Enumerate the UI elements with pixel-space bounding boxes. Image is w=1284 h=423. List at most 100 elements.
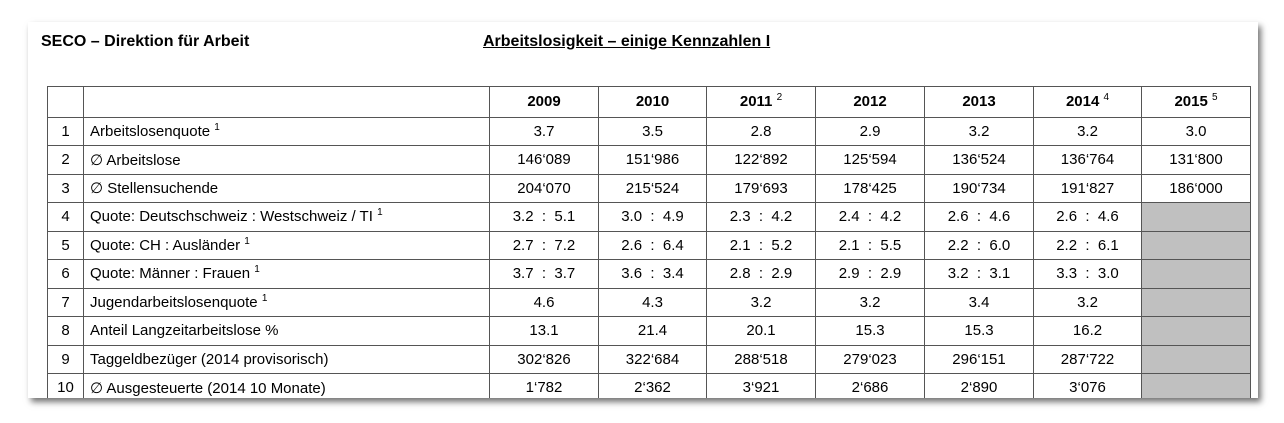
value-cell: 3.0	[1141, 116, 1251, 146]
text: 15.3	[855, 322, 885, 340]
text: 136‘524	[952, 151, 1006, 169]
empty-cell	[1141, 259, 1251, 289]
value-cell: 2.6 : 6.4	[598, 230, 707, 260]
value-cell: 15.3	[924, 316, 1034, 346]
value-cell: 21.4	[598, 316, 707, 346]
row: 6 Quote: Männer : Frauen 1 3.7 : 3.7 3.6 : …	[47, 259, 1251, 289]
text: 2.7 : 7.2	[512, 236, 576, 254]
row-number: 6	[47, 259, 84, 289]
text: 204‘070	[517, 179, 571, 197]
table: 2009 2010 2011 2 2012 2013 2014 4 2015 5 1 Arbei…	[47, 86, 1251, 398]
value-cell: 186‘000	[1141, 173, 1251, 203]
text: 3.3 : 3.0	[1056, 265, 1119, 283]
text: 302‘826	[517, 350, 571, 368]
row-number: 2	[47, 145, 84, 175]
empty-cell	[1141, 316, 1251, 346]
text: 179‘693	[734, 179, 788, 197]
text: 191‘827	[1060, 179, 1115, 197]
text: 2009	[527, 93, 561, 111]
text: 2.6 : 6.4	[621, 236, 684, 254]
value-cell: 288‘518	[706, 344, 816, 374]
value-cell: 2.6 : 4.6	[924, 202, 1034, 232]
value-cell: 3.5	[598, 116, 707, 146]
text: 2.1 : 5.2	[729, 236, 793, 254]
text: 2.1 : 5.5	[838, 236, 902, 254]
value-cell: 136‘764	[1033, 145, 1142, 175]
text: 2.6 : 4.6	[947, 208, 1011, 226]
footnote-mark: 2	[776, 92, 783, 104]
text: Quote: CH : Ausländer	[90, 236, 241, 254]
text: 2.9 : 2.9	[838, 265, 902, 283]
row-label: Anteil Langzeitarbeitslose %	[83, 316, 490, 346]
value-cell: 3.2 : 5.1	[489, 202, 599, 232]
value-cell: 2.3 : 4.2	[706, 202, 816, 232]
row-label: Quote: CH : Ausländer 1	[83, 230, 490, 260]
text: 178‘425	[843, 179, 897, 197]
text: 3.5	[642, 122, 663, 140]
text: 2012	[853, 93, 887, 111]
text: Arbeitslosenquote	[90, 122, 211, 140]
row-label: ∅ Stellensuchende	[83, 173, 490, 203]
value-cell: 2.6 : 4.6	[1033, 202, 1142, 232]
value-cell: 3.7	[489, 116, 599, 146]
text: 288‘518	[734, 350, 788, 368]
page: SECO – Direktion für Arbeit Arbeitslosig…	[28, 22, 1258, 398]
value-cell: 3‘076	[1033, 373, 1142, 398]
text: 186‘000	[1169, 179, 1223, 197]
header-cell	[83, 86, 490, 118]
value-cell: 322‘684	[598, 344, 707, 374]
text: 15.3	[964, 322, 994, 340]
row: 1 Arbeitslosenquote 1 3.7 3.5 2.8 2.9 3.2 3.2 3.…	[47, 116, 1251, 146]
row-number: 5	[47, 230, 84, 260]
value-cell: 2.4 : 4.2	[815, 202, 925, 232]
value-cell: 279‘023	[815, 344, 925, 374]
text: 136‘764	[1060, 151, 1115, 169]
text: 2.2 : 6.1	[1056, 236, 1119, 254]
footnote-mark: 5	[1211, 92, 1218, 104]
text: Taggeldbezüger (2014 provisorisch)	[90, 350, 329, 368]
footnote-mark: 1	[254, 264, 260, 276]
text: 146‘089	[517, 151, 571, 169]
value-cell: 3.3 : 3.0	[1033, 259, 1142, 289]
text: 4.6	[533, 293, 555, 311]
value-cell: 125‘594	[815, 145, 925, 175]
empty-cell	[1141, 344, 1251, 374]
text: 3.2	[750, 293, 772, 311]
text: 5	[61, 236, 70, 254]
text: 4.3	[642, 293, 663, 311]
text: 3‘076	[1069, 379, 1106, 397]
value-cell: 2.2 : 6.0	[924, 230, 1034, 260]
text: 3.2 : 3.1	[947, 265, 1011, 283]
value-cell: 3.2	[1033, 116, 1142, 146]
year-header: 2010	[598, 86, 707, 118]
header-title: Arbeitslosigkeit – einige Kennzahlen I	[483, 33, 771, 50]
text: 3.0 : 4.9	[621, 208, 684, 226]
text: 4	[61, 208, 70, 226]
value-cell: 2‘686	[815, 373, 925, 398]
value-cell: 3.2	[815, 287, 925, 317]
text: 3	[61, 179, 70, 197]
text: 215‘524	[625, 179, 680, 197]
text: 3‘921	[742, 379, 780, 397]
row-label: Arbeitslosenquote 1	[83, 116, 490, 146]
text: 122‘892	[734, 151, 788, 169]
text: 9	[61, 350, 70, 368]
value-cell: 2.7 : 7.2	[489, 230, 599, 260]
text: ∅ Ausgesteuerte (2014 10 Monate)	[90, 379, 326, 397]
value-cell: 2.1 : 5.2	[706, 230, 816, 260]
text: 3.7	[533, 122, 555, 140]
text: 3.2 : 5.1	[512, 208, 576, 226]
value-cell: 122‘892	[706, 145, 816, 175]
value-cell: 2.8 : 2.9	[706, 259, 816, 289]
row: 10 ∅ Ausgesteuerte (2014 10 Monate) 1‘782 2…	[47, 373, 1251, 398]
text: 10	[57, 379, 74, 397]
row-label: Taggeldbezüger (2014 provisorisch)	[83, 344, 490, 374]
text: Quote: Deutschschweiz : Westschweiz / TI	[90, 208, 373, 226]
empty-cell	[1141, 373, 1251, 398]
text: 2.6 : 4.6	[1056, 208, 1119, 226]
text: 3.7 : 3.7	[512, 265, 576, 283]
value-cell: 3.2 : 3.1	[924, 259, 1034, 289]
value-cell: 13.1	[489, 316, 599, 346]
row-label: Quote: Männer : Frauen 1	[83, 259, 490, 289]
value-cell: 3‘921	[706, 373, 816, 398]
